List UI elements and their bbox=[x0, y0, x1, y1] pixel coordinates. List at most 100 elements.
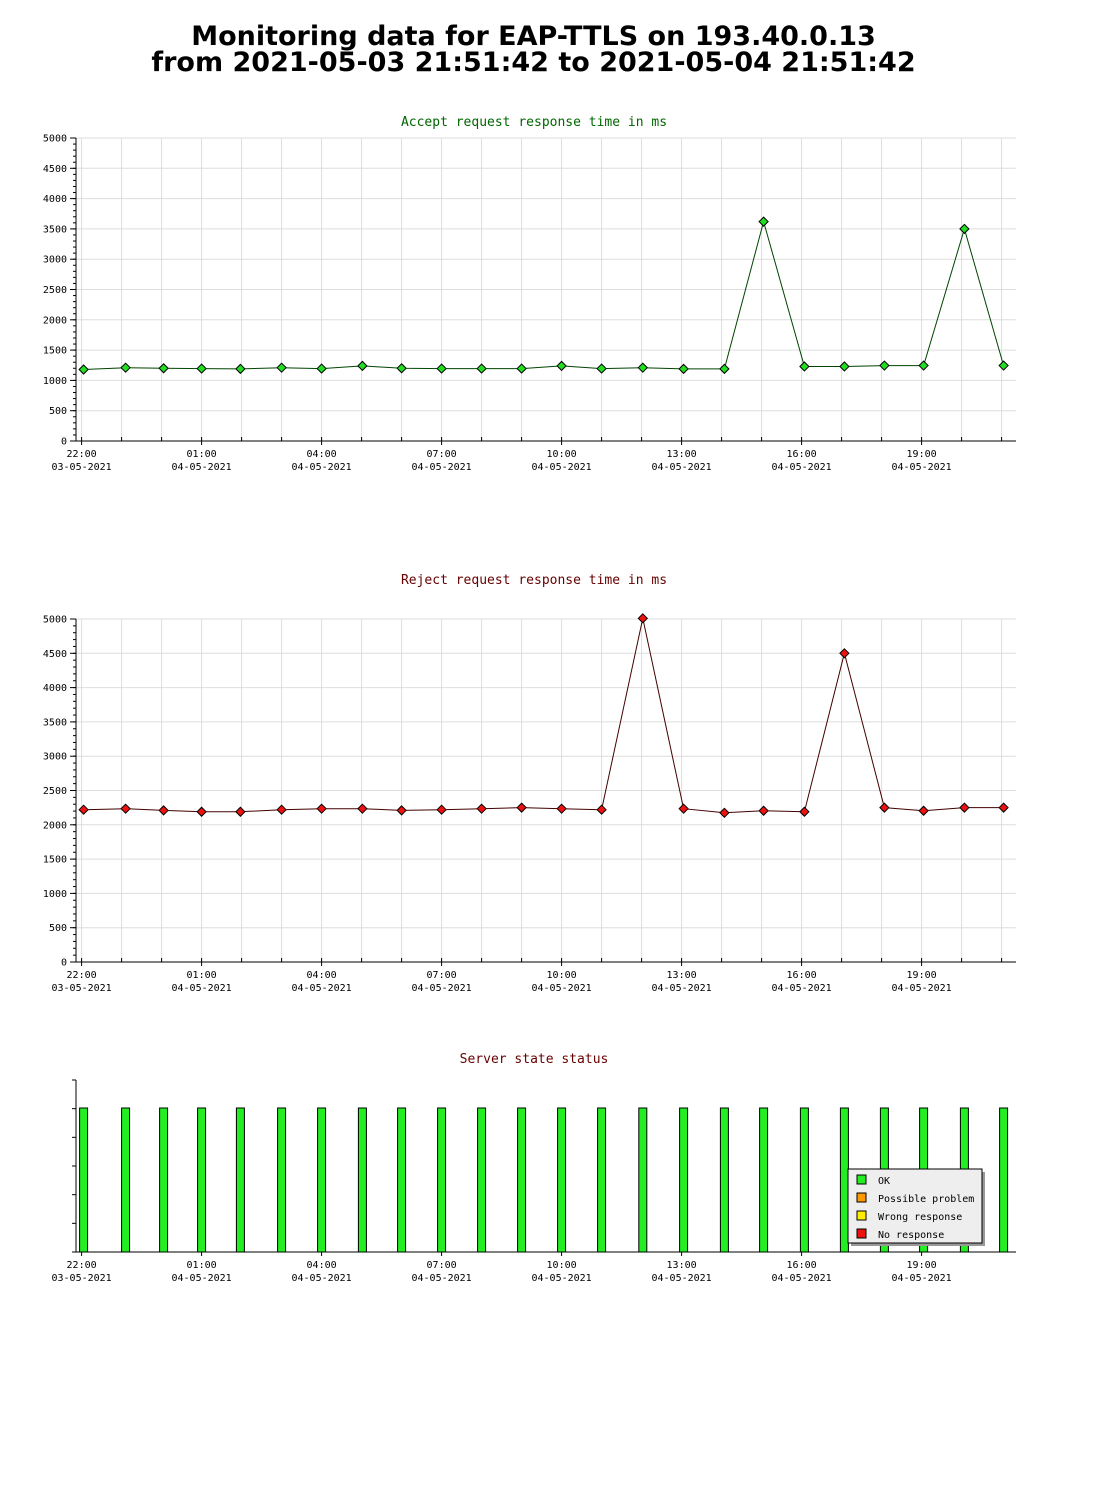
series-line bbox=[83, 618, 1004, 814]
x-tick-label-time: 10:00 bbox=[547, 449, 577, 460]
y-tick-label: 4000 bbox=[43, 194, 67, 205]
data-point bbox=[516, 363, 527, 374]
chart-1: Accept request response time in ms 0 500 10… bbox=[43, 115, 1016, 473]
x-tick-label-time: 22:00 bbox=[67, 970, 97, 981]
x-tick-label-time: 01:00 bbox=[187, 449, 217, 460]
data-point bbox=[799, 361, 810, 372]
x-tick-label-date: 04-05-2021 bbox=[651, 462, 711, 473]
chart-2: Reject request response time in ms 0 500 10… bbox=[43, 573, 1016, 994]
y-tick-label: 1500 bbox=[43, 346, 67, 357]
x-tick-label-date: 04-05-2021 bbox=[171, 1273, 231, 1284]
x-tick-label-time: 07:00 bbox=[427, 1260, 457, 1271]
x-tick-label-time: 07:00 bbox=[427, 970, 457, 981]
data-point bbox=[839, 361, 850, 372]
data-point bbox=[120, 362, 131, 373]
x-tick-label-time: 01:00 bbox=[187, 970, 217, 981]
status-bar bbox=[999, 1107, 1009, 1253]
data-point bbox=[78, 804, 89, 815]
status-bar bbox=[517, 1107, 527, 1253]
status-bar bbox=[638, 1107, 648, 1253]
y-tick-label: 1000 bbox=[43, 889, 67, 900]
x-tick-label-date: 04-05-2021 bbox=[531, 1273, 591, 1284]
chart-3: Server state status 22:00 03-05-2021 01:00 0… bbox=[51, 1052, 1016, 1284]
x-tick-label-time: 22:00 bbox=[67, 1260, 97, 1271]
data-point bbox=[918, 805, 929, 816]
x-tick-label-time: 13:00 bbox=[667, 1260, 697, 1271]
y-tick-label: 0 bbox=[61, 958, 67, 969]
x-tick-label-time: 19:00 bbox=[907, 970, 937, 981]
data-point bbox=[556, 360, 567, 372]
x-tick-label-date: 04-05-2021 bbox=[771, 983, 831, 994]
y-tick-label: 2500 bbox=[43, 786, 67, 797]
x-tick-label-date: 04-05-2021 bbox=[651, 983, 711, 994]
legend-swatch bbox=[856, 1228, 867, 1239]
data-point bbox=[758, 216, 769, 227]
x-tick-label-date: 04-05-2021 bbox=[531, 462, 591, 473]
data-point bbox=[959, 223, 970, 235]
x-tick-label-date: 04-05-2021 bbox=[411, 983, 471, 994]
legend: OK Possible problem Wrong response No respo… bbox=[847, 1168, 985, 1246]
y-tick-label: 500 bbox=[49, 923, 67, 934]
x-tick-label-time: 10:00 bbox=[547, 1260, 577, 1271]
y-tick-label: 0 bbox=[61, 437, 67, 448]
data-point bbox=[719, 807, 730, 819]
data-point bbox=[637, 362, 649, 373]
data-point bbox=[556, 803, 567, 814]
status-bar bbox=[437, 1107, 447, 1253]
x-tick-label-date: 04-05-2021 bbox=[771, 1273, 831, 1284]
legend-label: Wrong response bbox=[878, 1212, 962, 1223]
x-tick-label-time: 07:00 bbox=[427, 449, 457, 460]
status-bar bbox=[759, 1107, 769, 1253]
page-title-line-2: from 2021-05-03 21:51:42 to 2021-05-04 2… bbox=[151, 47, 916, 78]
x-tick-label-time: 13:00 bbox=[667, 970, 697, 981]
data-point bbox=[596, 363, 607, 374]
x-tick-label-date: 04-05-2021 bbox=[291, 462, 351, 473]
data-point bbox=[998, 802, 1009, 813]
data-point bbox=[120, 803, 131, 814]
x-tick-label-time: 04:00 bbox=[307, 1260, 337, 1271]
x-tick-label-date: 04-05-2021 bbox=[171, 983, 231, 994]
x-tick-label-date: 04-05-2021 bbox=[291, 1273, 351, 1284]
status-bar bbox=[317, 1107, 327, 1253]
status-bar bbox=[679, 1107, 689, 1253]
data-point bbox=[235, 806, 246, 817]
status-bar bbox=[159, 1107, 169, 1253]
x-tick-label-date: 04-05-2021 bbox=[891, 1273, 951, 1284]
legend-label: OK bbox=[878, 1176, 890, 1187]
y-tick-label: 3500 bbox=[43, 717, 67, 728]
data-point bbox=[78, 364, 89, 375]
data-point bbox=[839, 648, 850, 659]
data-point bbox=[316, 803, 327, 814]
x-tick-label-date: 04-05-2021 bbox=[771, 462, 831, 473]
data-point bbox=[959, 802, 970, 813]
data-point bbox=[918, 360, 929, 371]
data-point bbox=[516, 802, 527, 813]
data-point bbox=[396, 805, 407, 816]
x-tick-label-time: 16:00 bbox=[787, 449, 817, 460]
status-bar bbox=[557, 1107, 567, 1253]
y-tick-label: 4500 bbox=[43, 649, 67, 660]
x-tick-label-date: 04-05-2021 bbox=[291, 983, 351, 994]
x-tick-label-date: 04-05-2021 bbox=[891, 462, 951, 473]
x-tick-label-date: 03-05-2021 bbox=[51, 983, 111, 994]
legend-label: No response bbox=[878, 1230, 944, 1241]
page-title-line-1: Monitoring data for EAP-TTLS on 193.40.0… bbox=[191, 21, 876, 52]
data-point bbox=[758, 805, 769, 816]
data-point bbox=[316, 363, 327, 374]
x-tick-label-time: 19:00 bbox=[907, 1260, 937, 1271]
y-tick-label: 1500 bbox=[43, 855, 67, 866]
y-tick-label: 2000 bbox=[43, 315, 67, 326]
data-point bbox=[357, 360, 368, 372]
x-tick-label-date: 04-05-2021 bbox=[651, 1273, 711, 1284]
data-point bbox=[879, 360, 890, 371]
data-point bbox=[879, 802, 890, 813]
status-bar bbox=[597, 1107, 607, 1253]
x-tick-label-date: 04-05-2021 bbox=[411, 1273, 471, 1284]
data-point bbox=[196, 806, 207, 817]
x-tick-label-time: 22:00 bbox=[67, 449, 97, 460]
status-bar bbox=[839, 1107, 849, 1253]
chart-title: Server state status bbox=[460, 1052, 609, 1067]
data-point bbox=[276, 804, 287, 815]
status-bar bbox=[79, 1107, 89, 1253]
status-bar bbox=[121, 1107, 131, 1253]
